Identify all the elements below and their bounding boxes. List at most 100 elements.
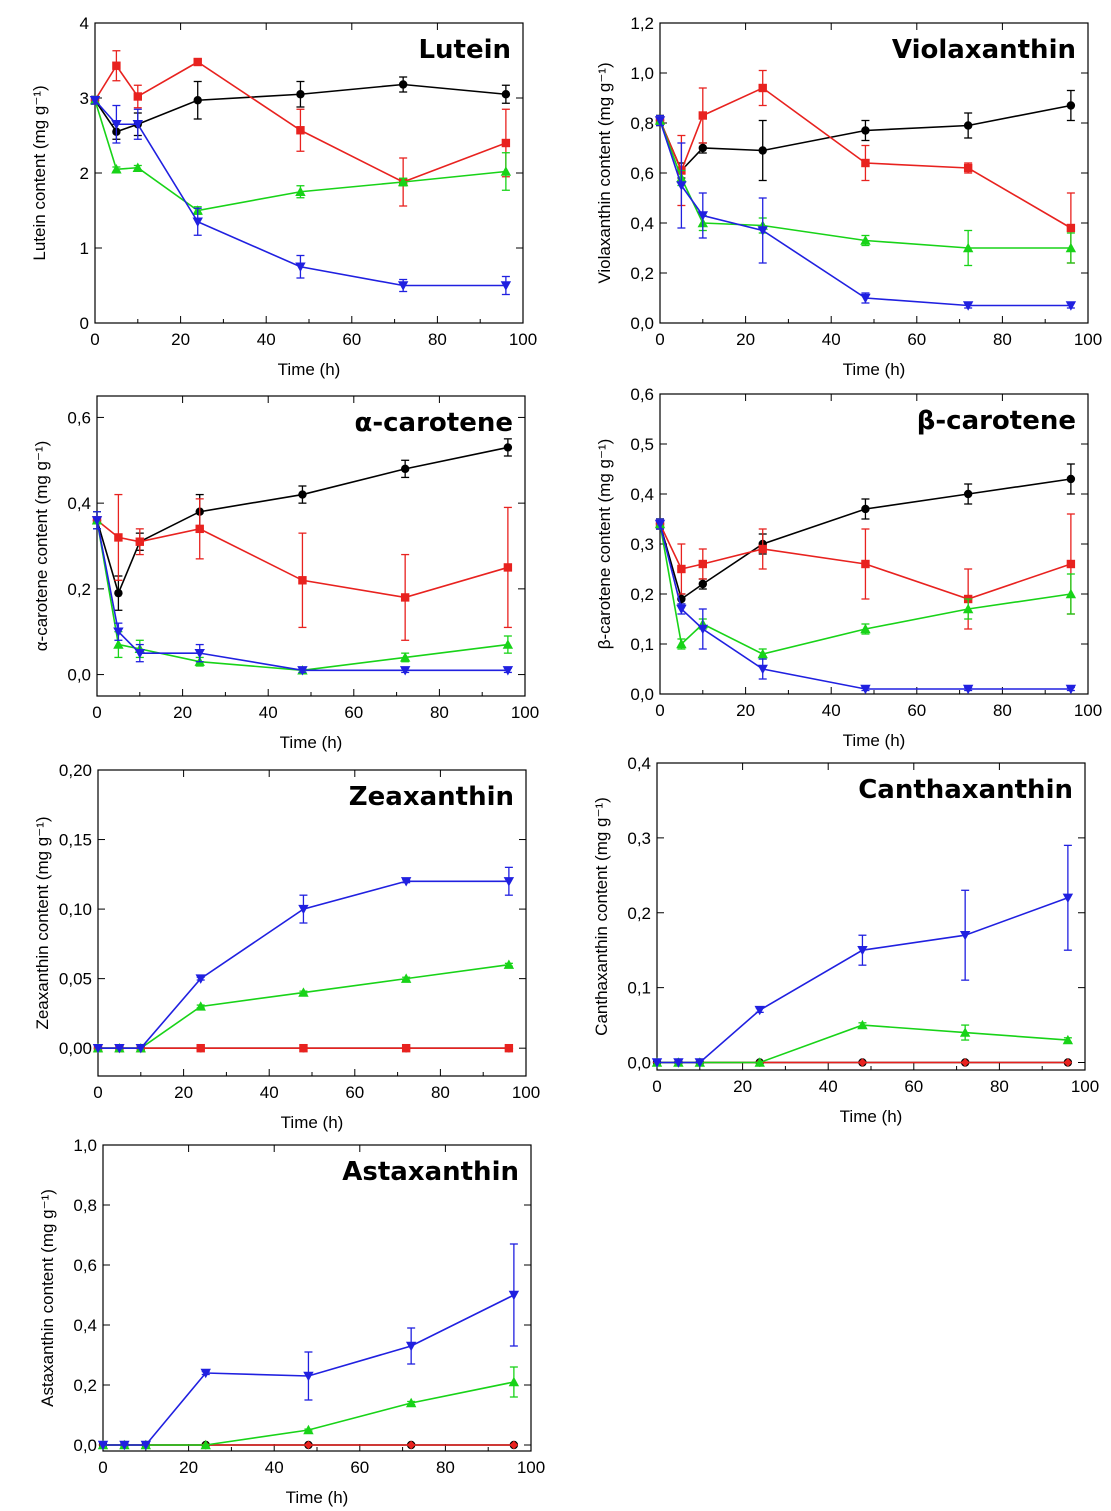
x-tick-label: 80 <box>436 1458 455 1477</box>
y-tick-label: 0,6 <box>67 408 91 427</box>
data-point <box>698 579 707 589</box>
data-point <box>676 638 687 649</box>
y-tick-label: 0,6 <box>630 385 654 404</box>
data-point <box>97 1440 109 1451</box>
x-tick-label: 0 <box>652 1077 661 1096</box>
x-tick-label: 0 <box>93 1083 102 1102</box>
x-tick-label: 20 <box>179 1458 198 1477</box>
x-tick-label: 80 <box>431 1083 450 1102</box>
data-point <box>698 111 707 120</box>
data-point <box>860 684 871 695</box>
data-point <box>757 648 768 659</box>
plot-frame <box>656 762 1086 1071</box>
data-point <box>200 1368 211 1379</box>
x-tick-label: 20 <box>733 1077 752 1096</box>
data-point <box>405 1341 417 1352</box>
chart-panel-6: 0 20 40 60 80 100 0,0 0,1 0,2 0,3 0,4 Time (h) Canth… <box>592 754 1099 1126</box>
data-point <box>861 126 870 135</box>
data-point <box>399 652 411 662</box>
series-3 <box>92 959 515 1053</box>
x-tick-label: 0 <box>90 330 99 349</box>
data-point <box>135 537 144 546</box>
plot-frame <box>659 393 1089 695</box>
y-tick-label: 0,3 <box>630 535 654 554</box>
data-point <box>398 80 408 89</box>
data-point <box>502 666 514 676</box>
data-point <box>754 1005 765 1016</box>
x-tick-label: 100 <box>1074 701 1102 720</box>
y-axis-title: α-carotene content (mg g⁻¹) <box>32 441 51 652</box>
data-point <box>676 604 687 615</box>
x-tick-label: 80 <box>428 330 447 349</box>
y-tick-label: 0,10 <box>59 900 92 919</box>
x-tick-label: 100 <box>512 1083 540 1102</box>
data-point <box>200 1439 211 1450</box>
data-point <box>697 624 708 635</box>
x-tick-label: 20 <box>174 1083 193 1102</box>
data-point <box>698 143 707 153</box>
series-2 <box>655 513 1076 630</box>
x-tick-label: 0 <box>92 703 101 722</box>
y-tick-label: 0,2 <box>630 264 654 283</box>
chart-panel-7: 0 20 40 60 80 100 0,0 0,2 0,4 0,6 0,8 1,0 Time (h) As… <box>38 1136 545 1507</box>
series-4 <box>97 1243 520 1451</box>
data-point <box>694 1058 705 1068</box>
data-point <box>114 533 123 542</box>
data-point <box>1066 559 1076 569</box>
data-point <box>962 684 974 695</box>
x-tick-label: 100 <box>517 1458 545 1477</box>
x-axis-title: Time (h) <box>280 733 343 752</box>
x-tick-label: 80 <box>993 330 1012 349</box>
y-tick-label: 0,2 <box>73 1376 97 1395</box>
chart-panel-2: 0 20 40 60 80 100 0,0 0,2 0,4 0,6 0,8 1,0 1,2 Time (h… <box>595 14 1102 379</box>
panel-title: Zeaxanthin <box>349 782 514 812</box>
x-tick-label: 80 <box>993 701 1012 720</box>
data-point <box>1062 1034 1074 1045</box>
data-point <box>758 544 767 554</box>
x-tick-label: 60 <box>904 1077 923 1096</box>
data-point <box>858 1058 867 1067</box>
data-point <box>298 904 309 915</box>
data-point <box>119 1440 130 1451</box>
y-tick-label: 0,0 <box>627 1054 651 1073</box>
panel-title: Violaxanthin <box>892 35 1076 65</box>
panel-title: Canthaxanthin <box>858 775 1073 805</box>
y-axis-title: Violaxanthin content (mg g⁻¹) <box>595 62 614 283</box>
series-2 <box>93 1043 514 1053</box>
data-point <box>501 90 511 99</box>
data-point <box>503 563 513 572</box>
x-tick-label: 60 <box>907 330 926 349</box>
data-point <box>89 96 101 106</box>
x-tick-label: 0 <box>655 701 664 720</box>
data-point <box>140 1440 151 1451</box>
data-point <box>698 559 707 569</box>
panel-title: Lutein <box>418 35 511 65</box>
data-point <box>132 120 143 130</box>
x-tick-label: 100 <box>509 330 537 349</box>
data-point <box>962 603 974 614</box>
data-point <box>397 281 409 291</box>
y-tick-label: 0,2 <box>67 580 91 599</box>
panel-title: β-carotene <box>917 406 1076 436</box>
data-point <box>400 593 410 602</box>
y-tick-label: 0,05 <box>59 970 92 989</box>
x-tick-label: 100 <box>511 703 539 722</box>
chart-panel-3: 0 20 40 60 80 100 0,0 0,2 0,4 0,6 Time (h) α-carote… <box>32 395 539 752</box>
data-point <box>757 664 768 675</box>
data-point <box>960 1058 970 1067</box>
data-point <box>697 211 708 221</box>
data-point <box>296 126 305 135</box>
series-4 <box>92 866 515 1054</box>
data-point <box>1063 1058 1073 1067</box>
plot-frame <box>102 1144 532 1452</box>
data-point <box>654 519 666 530</box>
x-tick-label: 40 <box>822 330 841 349</box>
data-point <box>1066 223 1076 233</box>
data-point <box>861 559 870 569</box>
y-tick-label: 0,20 <box>59 761 92 780</box>
data-point <box>134 648 145 659</box>
y-tick-label: 0,00 <box>59 1039 92 1058</box>
series-2 <box>90 50 511 207</box>
data-point <box>503 959 515 969</box>
